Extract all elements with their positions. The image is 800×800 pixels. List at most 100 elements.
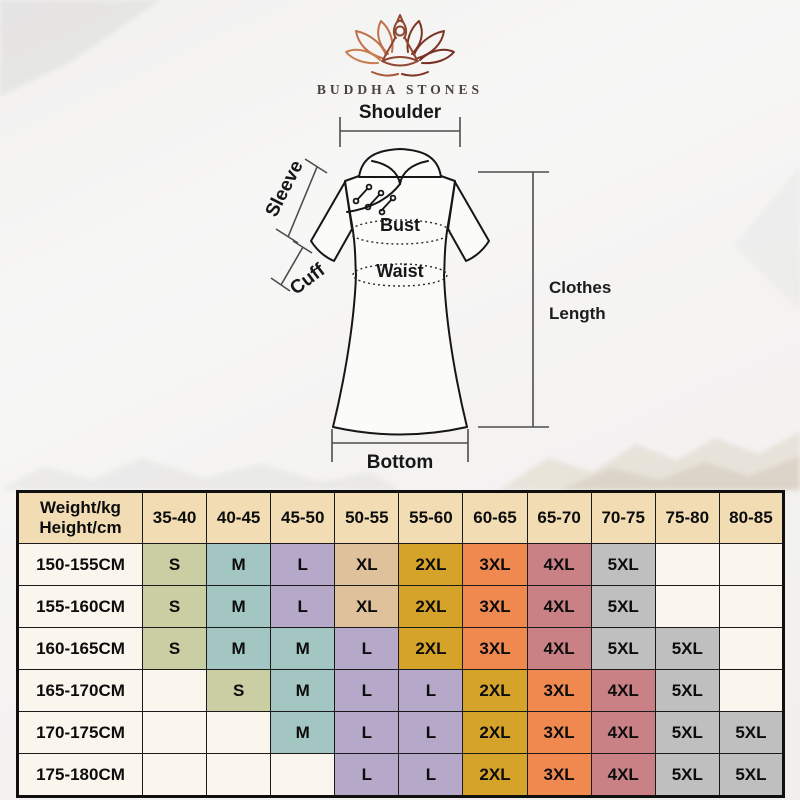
size-cell: 5XL: [654, 753, 720, 797]
size-cell: 3XL: [462, 585, 528, 628]
size-cell: L: [334, 669, 400, 712]
height-label-cell: 165-170CM: [17, 669, 143, 712]
size-cell: 5XL: [654, 669, 720, 712]
corner-header-line1: Weight/kg: [40, 497, 121, 517]
size-chart-table: Weight/kg Height/cm 35-40 40-45 45-50 50-55…: [16, 490, 785, 798]
weight-header-cell: 65-70: [526, 491, 592, 544]
empty-size-cell: [141, 753, 208, 797]
size-cell: XL: [334, 543, 400, 586]
size-cell: 5XL: [654, 627, 720, 670]
empty-size-cell: [718, 543, 785, 586]
size-cell: L: [398, 711, 464, 754]
height-label-cell: 170-175CM: [17, 711, 143, 754]
height-label-cell: 160-165CM: [17, 627, 143, 670]
bottom-label: Bottom: [366, 452, 434, 473]
empty-size-cell: [206, 711, 272, 754]
weight-header-cell: 60-65: [462, 491, 528, 544]
height-label-cell: 155-160CM: [17, 585, 143, 628]
size-cell: 5XL: [654, 711, 720, 754]
size-row: 160-165CM S M M L 2XL 3XL 4XL 5XL 5XL: [17, 627, 785, 670]
shoulder-label: Shoulder: [358, 102, 442, 123]
size-cell: 2XL: [462, 753, 528, 797]
clothes-length-line1: Clothes: [549, 278, 612, 297]
size-cell: L: [334, 711, 400, 754]
size-cell: L: [398, 669, 464, 712]
bust-label: Bust: [380, 215, 420, 235]
size-cell: S: [141, 543, 208, 586]
size-cell: L: [270, 543, 336, 586]
empty-size-cell: [270, 753, 336, 797]
size-cell: L: [334, 627, 400, 670]
size-row: 155-160CM S M L XL 2XL 3XL 4XL 5XL: [17, 585, 785, 628]
size-cell: S: [206, 669, 272, 712]
size-cell: M: [270, 669, 336, 712]
size-cell: 2XL: [462, 669, 528, 712]
size-cell: 4XL: [526, 627, 592, 670]
weight-header-cell: 75-80: [654, 491, 720, 544]
size-cell: 2XL: [398, 627, 464, 670]
weight-header-cell: 50-55: [334, 491, 400, 544]
size-cell: 2XL: [398, 543, 464, 586]
empty-size-cell: [718, 627, 785, 670]
height-label-cell: 150-155CM: [17, 543, 143, 586]
clothes-length-label: Clothes Length: [549, 275, 611, 328]
size-cell: 3XL: [462, 543, 528, 586]
empty-size-cell: [654, 585, 720, 628]
waist-label: Waist: [376, 261, 424, 281]
size-cell: 4XL: [590, 711, 656, 754]
size-cell: M: [270, 627, 336, 670]
clothes-length-line2: Length: [549, 304, 606, 324]
size-row: 150-155CM S M L XL 2XL 3XL 4XL 5XL: [17, 543, 785, 586]
weight-header-row: Weight/kg Height/cm 35-40 40-45 45-50 50-55…: [17, 491, 785, 544]
qipao-dress-diagram: [270, 117, 549, 462]
height-label-cell: 175-180CM: [17, 753, 143, 797]
corner-header-line2: Height/cm: [39, 518, 122, 537]
lotus-meditation-icon: [345, 14, 455, 77]
size-cell: S: [141, 627, 208, 670]
size-cell: L: [398, 753, 464, 797]
size-cell: 3XL: [526, 711, 592, 754]
size-cell: XL: [334, 585, 400, 628]
size-cell: M: [206, 627, 272, 670]
size-cell: L: [270, 585, 336, 628]
weight-header-cell: 35-40: [141, 491, 208, 544]
size-row: 165-170CM S M L L 2XL 3XL 4XL 5XL: [17, 669, 785, 712]
size-cell: 3XL: [526, 669, 592, 712]
size-cell: 3XL: [526, 753, 592, 797]
weight-header-cell: 40-45: [206, 491, 272, 544]
size-row: 175-180CM L L 2XL 3XL 4XL 5XL 5XL: [17, 753, 785, 797]
corner-header-cell: Weight/kg Height/cm: [17, 491, 143, 544]
size-chart-section: Weight/kg Height/cm 35-40 40-45 45-50 50-55…: [16, 490, 785, 798]
empty-size-cell: [206, 753, 272, 797]
size-cell: L: [334, 753, 400, 797]
size-cell: M: [206, 543, 272, 586]
size-cell: 4XL: [590, 753, 656, 797]
size-cell: M: [270, 711, 336, 754]
size-cell: 4XL: [590, 669, 656, 712]
size-cell: 4XL: [526, 585, 592, 628]
empty-size-cell: [141, 669, 208, 712]
empty-size-cell: [141, 711, 208, 754]
size-row: 170-175CM M L L 2XL 3XL 4XL 5XL 5XL: [17, 711, 785, 754]
weight-header-cell: 80-85: [718, 491, 785, 544]
empty-size-cell: [718, 669, 785, 712]
size-cell: 3XL: [462, 627, 528, 670]
size-cell: 4XL: [526, 543, 592, 586]
empty-size-cell: [718, 585, 785, 628]
brand-name: BUDDHA STONES: [316, 82, 484, 97]
size-cell: 5XL: [590, 543, 656, 586]
size-cell: 5XL: [718, 711, 785, 754]
size-cell: M: [206, 585, 272, 628]
size-cell: 2XL: [398, 585, 464, 628]
size-cell: 2XL: [462, 711, 528, 754]
weight-header-cell: 70-75: [590, 491, 656, 544]
weight-header-cell: 55-60: [398, 491, 464, 544]
size-cell: 5XL: [590, 627, 656, 670]
empty-size-cell: [654, 543, 720, 586]
size-cell: S: [141, 585, 208, 628]
size-cell: 5XL: [590, 585, 656, 628]
weight-header-cell: 45-50: [270, 491, 336, 544]
